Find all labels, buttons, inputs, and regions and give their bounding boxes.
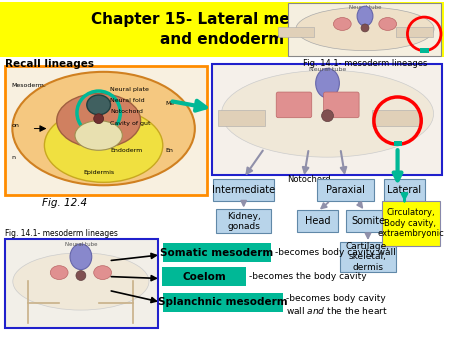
Ellipse shape xyxy=(94,266,112,280)
FancyBboxPatch shape xyxy=(0,2,444,56)
Text: Coelom: Coelom xyxy=(182,271,226,282)
FancyBboxPatch shape xyxy=(394,141,402,146)
Text: -becomes body cavity: -becomes body cavity xyxy=(286,294,386,303)
Text: and endoderm: and endoderm xyxy=(160,32,284,47)
Ellipse shape xyxy=(12,72,195,185)
FancyBboxPatch shape xyxy=(278,27,314,37)
FancyBboxPatch shape xyxy=(297,211,338,232)
FancyBboxPatch shape xyxy=(384,179,425,200)
Text: Neural plate: Neural plate xyxy=(111,87,149,92)
Ellipse shape xyxy=(13,253,149,310)
Text: Endoderm: Endoderm xyxy=(111,148,143,153)
Circle shape xyxy=(361,24,369,32)
FancyBboxPatch shape xyxy=(382,200,440,246)
Circle shape xyxy=(94,114,104,124)
Ellipse shape xyxy=(70,244,92,270)
Text: Head: Head xyxy=(305,216,330,226)
Text: Cartilage,
skeletal,
dermis: Cartilage, skeletal, dermis xyxy=(346,242,390,272)
Ellipse shape xyxy=(57,94,140,148)
Text: Epidermis: Epidermis xyxy=(83,170,114,175)
Text: Recall lineages: Recall lineages xyxy=(5,59,94,70)
Text: Fig. 14.1- mesoderm lineages: Fig. 14.1- mesoderm lineages xyxy=(5,229,118,238)
FancyBboxPatch shape xyxy=(213,179,274,200)
Text: wall $\it{and}$ the the heart: wall $\it{and}$ the the heart xyxy=(286,305,388,316)
FancyBboxPatch shape xyxy=(162,267,246,286)
Text: En: En xyxy=(166,148,174,153)
FancyBboxPatch shape xyxy=(276,92,312,118)
Text: Neural fold: Neural fold xyxy=(111,98,145,103)
Ellipse shape xyxy=(50,266,68,280)
Ellipse shape xyxy=(221,70,433,157)
Text: Lateral: Lateral xyxy=(387,185,422,195)
FancyBboxPatch shape xyxy=(163,243,271,262)
FancyBboxPatch shape xyxy=(396,27,432,37)
FancyBboxPatch shape xyxy=(216,210,271,233)
Ellipse shape xyxy=(87,95,111,115)
FancyBboxPatch shape xyxy=(218,110,266,126)
Text: Splanchnic mesoderm: Splanchnic mesoderm xyxy=(158,297,288,307)
Text: Neural tube: Neural tube xyxy=(65,242,97,247)
Text: Somite: Somite xyxy=(351,216,385,226)
Text: Somatic mesoderm: Somatic mesoderm xyxy=(160,248,274,258)
Text: on: on xyxy=(12,123,20,128)
FancyBboxPatch shape xyxy=(340,242,396,272)
FancyBboxPatch shape xyxy=(346,211,390,232)
FancyBboxPatch shape xyxy=(212,65,442,175)
Ellipse shape xyxy=(357,6,373,26)
Text: Fig. 14.1- mesoderm lineages: Fig. 14.1- mesoderm lineages xyxy=(303,58,427,68)
FancyBboxPatch shape xyxy=(5,66,207,195)
FancyBboxPatch shape xyxy=(420,48,429,53)
Ellipse shape xyxy=(45,108,163,182)
Text: Mesoderm.: Mesoderm. xyxy=(12,83,47,88)
FancyBboxPatch shape xyxy=(5,239,158,328)
Text: Intermediate: Intermediate xyxy=(212,185,275,195)
Text: Notochord: Notochord xyxy=(111,109,144,114)
Ellipse shape xyxy=(379,18,396,30)
Text: Circulatory,
Body cavity,
extraembryonic: Circulatory, Body cavity, extraembryonic xyxy=(377,208,444,238)
Text: Fig. 12.4: Fig. 12.4 xyxy=(41,198,87,208)
Text: Cavity of gut: Cavity of gut xyxy=(111,121,151,126)
Ellipse shape xyxy=(296,7,434,51)
Text: -becomes body cavity wall: -becomes body cavity wall xyxy=(275,248,396,257)
Text: n: n xyxy=(12,155,16,160)
Text: Neural tube: Neural tube xyxy=(349,5,381,10)
Text: -becomes the body cavity: -becomes the body cavity xyxy=(248,272,366,281)
Text: Notochord: Notochord xyxy=(287,175,331,184)
Ellipse shape xyxy=(316,68,339,98)
Text: Neural tube: Neural tube xyxy=(309,67,346,72)
Text: Me: Me xyxy=(166,101,175,106)
FancyBboxPatch shape xyxy=(324,92,359,118)
FancyBboxPatch shape xyxy=(372,110,419,126)
Text: Chapter 15- Lateral mesoderm: Chapter 15- Lateral mesoderm xyxy=(90,12,353,27)
Ellipse shape xyxy=(333,18,351,30)
FancyBboxPatch shape xyxy=(288,3,441,55)
Text: Kidney,
gonads: Kidney, gonads xyxy=(227,212,261,231)
Ellipse shape xyxy=(75,121,122,150)
FancyBboxPatch shape xyxy=(163,293,283,312)
Text: Paraxial: Paraxial xyxy=(326,185,365,195)
Circle shape xyxy=(76,271,86,281)
FancyBboxPatch shape xyxy=(317,179,374,200)
Circle shape xyxy=(322,110,333,122)
